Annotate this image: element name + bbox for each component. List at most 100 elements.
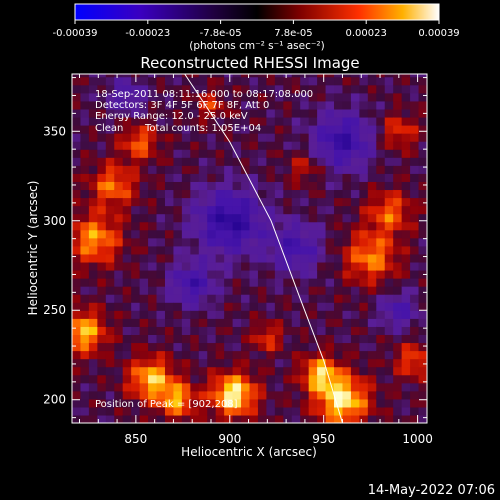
heatmap-cell (80, 414, 90, 423)
heatmap-cell (88, 269, 98, 279)
heatmap-cell (418, 76, 427, 86)
heatmap-cell (105, 294, 115, 303)
heatmap-cell (367, 294, 377, 303)
heatmap-cell (367, 350, 377, 360)
heatmap-cell (249, 342, 259, 352)
heatmap-cell (359, 278, 369, 287)
heatmap-cell (122, 261, 132, 271)
heatmap-cell (190, 165, 200, 174)
heatmap-cell (215, 261, 225, 271)
heatmap-cell (325, 173, 335, 182)
heatmap-cell (97, 149, 107, 158)
heatmap-cell (181, 189, 191, 199)
heatmap-cell (105, 141, 115, 150)
heatmap-cell (308, 181, 318, 191)
heatmap-cell (274, 213, 284, 223)
heatmap-cell (300, 414, 310, 423)
heatmap-cell (139, 74, 149, 78)
heatmap-cell (97, 261, 107, 271)
heatmap-cell (334, 294, 344, 303)
heatmap-cell (114, 141, 124, 150)
heatmap-cell (410, 358, 420, 368)
heatmap-cell (418, 294, 427, 303)
heatmap-cell (215, 366, 225, 376)
heatmap-cell (105, 366, 115, 376)
heatmap-cell (249, 221, 259, 231)
heatmap-cell (164, 398, 175, 408)
heatmap-cell (148, 76, 158, 86)
heatmap-cell (156, 165, 166, 174)
heatmap-cell (156, 350, 166, 360)
heatmap-cell (291, 253, 301, 263)
heatmap-cell (241, 318, 251, 327)
heatmap-cell (359, 133, 369, 142)
heatmap-cell (173, 269, 183, 279)
heatmap-cell (291, 318, 301, 327)
heatmap-cell (80, 221, 90, 231)
heatmap-cell (122, 245, 132, 255)
heatmap-cell (317, 310, 327, 319)
heatmap-cell (384, 269, 394, 279)
heatmap-cell (241, 133, 251, 142)
heatmap-cell (308, 100, 318, 110)
heatmap-cell (131, 197, 141, 207)
heatmap-cell (80, 213, 90, 223)
heatmap-cell (198, 213, 208, 223)
heatmap-cell (114, 221, 124, 231)
heatmap-cell (105, 398, 115, 408)
heatmap-cell (283, 237, 293, 247)
heatmap-cell (215, 116, 225, 126)
heatmap-cell (325, 141, 335, 150)
heatmap-cell (224, 382, 234, 392)
heatmap-cell (224, 165, 234, 174)
heatmap-cell (156, 157, 166, 166)
heatmap-cell (393, 342, 403, 352)
heatmap-cell (122, 358, 132, 368)
heatmap-cell (367, 406, 377, 416)
heatmap-cell (207, 318, 217, 327)
heatmap-cell (131, 358, 141, 368)
heatmap-cell (300, 213, 310, 223)
heatmap-cell (291, 205, 301, 215)
heatmap-cell (80, 133, 90, 142)
heatmap-cell (190, 310, 200, 319)
heatmap-cell (72, 84, 82, 94)
heatmap-cell (249, 269, 259, 279)
heatmap-cell (350, 358, 360, 368)
heatmap-cell (418, 398, 427, 408)
heatmap-cell (350, 286, 360, 295)
heatmap-cell (350, 318, 360, 327)
heatmap-cell (342, 318, 352, 327)
heatmap-cell (308, 84, 318, 94)
heatmap-cell (350, 173, 360, 182)
heatmap-cell (384, 374, 394, 384)
heatmap-cell (274, 310, 284, 319)
heatmap-cell (232, 294, 242, 303)
heatmap-cell (114, 245, 124, 255)
heatmap-cell (266, 261, 276, 271)
heatmap-cell (376, 189, 386, 199)
heatmap-cell (266, 358, 276, 368)
heatmap-cell (410, 261, 420, 271)
heatmap-cell (156, 318, 166, 327)
heatmap-cell (401, 133, 411, 142)
heatmap-cell (105, 390, 115, 400)
heatmap-cell (418, 269, 427, 279)
heatmap-cell (359, 318, 369, 327)
heatmap-cell (359, 390, 369, 400)
heatmap-cell (122, 221, 132, 231)
heatmap-cell (308, 294, 318, 303)
colorbar-tick-label: -7.8e-05 (200, 28, 242, 39)
heatmap-cell (257, 181, 267, 191)
heatmap-cell (376, 382, 386, 392)
heatmap-cell (274, 125, 284, 134)
heatmap-cell (291, 278, 301, 287)
heatmap-cell (97, 414, 107, 423)
heatmap-cell (215, 374, 225, 384)
heatmap-cell (215, 278, 225, 287)
heatmap-cell (156, 406, 166, 416)
heatmap-cell (384, 173, 394, 182)
heatmap-cell (266, 390, 276, 400)
heatmap-cell (181, 165, 191, 174)
heatmap-cell (367, 278, 377, 287)
